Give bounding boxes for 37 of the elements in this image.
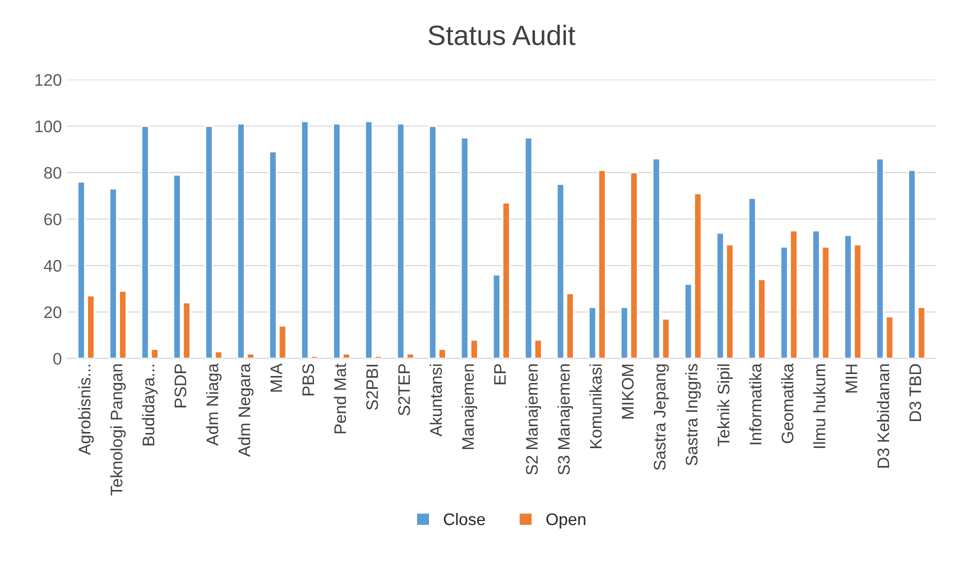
x-tick-label: MIKOM (622, 364, 634, 418)
y-tick-label: 60 (44, 213, 62, 226)
x-tick-label: Budidaya... (142, 364, 158, 446)
x-tick-label: S2TEP (398, 364, 410, 416)
x-tick-label: EP (494, 364, 506, 384)
x-tick-label: Pend Mat (334, 363, 346, 434)
x-tick-label: Agrobisnis... (78, 364, 94, 455)
legend-label: Close (444, 512, 485, 526)
y-tick-label: 100 (35, 120, 62, 132)
y-tick-label: 0 (53, 352, 62, 365)
x-tick-label: PSDP (174, 364, 186, 408)
x-tick-label: Komunikasi (589, 364, 602, 448)
x-tick-label: Geomatika (781, 363, 794, 444)
x-tick-label: Adm Niaga (206, 363, 222, 446)
x-tick-label: Manajemen (462, 364, 478, 450)
x-tick-label: D3 Kebidanan (877, 364, 890, 468)
y-tick-label: 40 (44, 260, 62, 272)
chart-title: Status Audit (428, 24, 576, 46)
x-tick-label: D3 TBD (909, 364, 922, 421)
y-tick-label: 80 (44, 167, 62, 179)
x-tick-label: MIA (270, 363, 282, 392)
x-tick-label: Teknik Sipil (717, 364, 733, 446)
y-tick-label: 20 (44, 306, 62, 318)
legend-label: Open (546, 513, 586, 528)
x-tick-label: S2 Manajemen (526, 364, 542, 475)
x-tick-label: Sastra Inggris (685, 364, 701, 466)
y-tick-label: 120 (35, 74, 62, 86)
x-tick-label: MIH (846, 364, 858, 393)
x-tick-label: Informatika (749, 363, 762, 444)
x-tick-label: Akuntansi (430, 364, 442, 436)
x-tick-label: Sastra Jepang (654, 364, 669, 470)
x-tick-label: PBS (302, 364, 314, 396)
x-tick-label: Ilmu hukum (813, 364, 826, 448)
x-tick-label: Adm Negara (238, 363, 254, 457)
x-tick-label: S2PBI (366, 364, 378, 410)
x-tick-label: S3 Manajemen (558, 364, 574, 475)
x-tick-label: Teknologi Pangan (110, 364, 126, 496)
